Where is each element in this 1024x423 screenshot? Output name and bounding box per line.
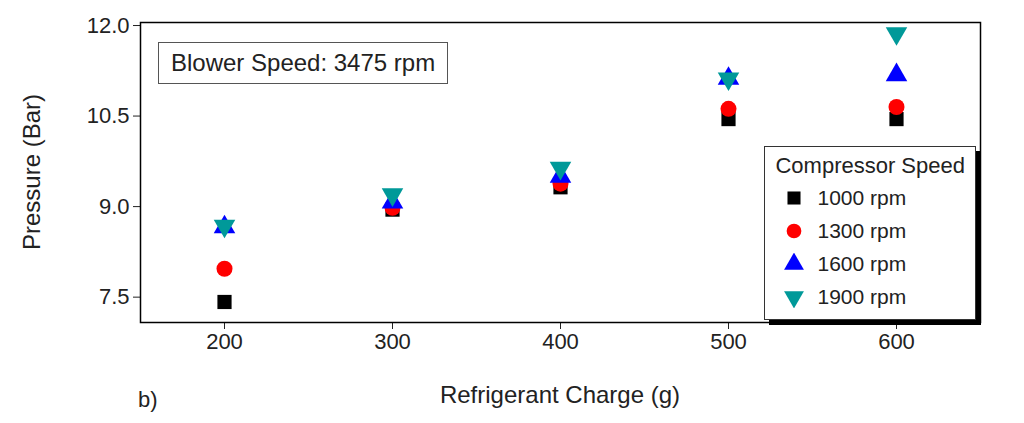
svg-text:300: 300 <box>374 329 411 354</box>
html-text:Blower Speed: 3475 rpm: Blower Speed: 3475 rpm <box>171 49 436 76</box>
svg-text:600: 600 <box>878 329 915 354</box>
html-text:Compressor Speed: Compressor Speed <box>775 153 965 178</box>
svg-text:9.0: 9.0 <box>99 194 130 219</box>
html-text:b): b) <box>138 387 158 412</box>
html-text:1000 rpm: 1000 rpm <box>817 185 907 209</box>
svg-text:12.0: 12.0 <box>87 13 130 38</box>
svg-text:200: 200 <box>206 329 243 354</box>
svg-text:10.5: 10.5 <box>87 103 130 128</box>
html-text:Refrigerant Charge (g): Refrigerant Charge (g) <box>439 381 680 408</box>
html-text:1300 rpm: 1300 rpm <box>817 218 907 242</box>
svg-text:500: 500 <box>710 329 747 354</box>
svg-text:400: 400 <box>542 329 579 354</box>
html-text:1900 rpm: 1900 rpm <box>817 284 907 308</box>
html-text:1600 rpm: 1600 rpm <box>817 251 907 275</box>
svg-text:7.5: 7.5 <box>99 284 130 309</box>
html-text:Pressure (Bar): Pressure (Bar) <box>18 94 45 250</box>
